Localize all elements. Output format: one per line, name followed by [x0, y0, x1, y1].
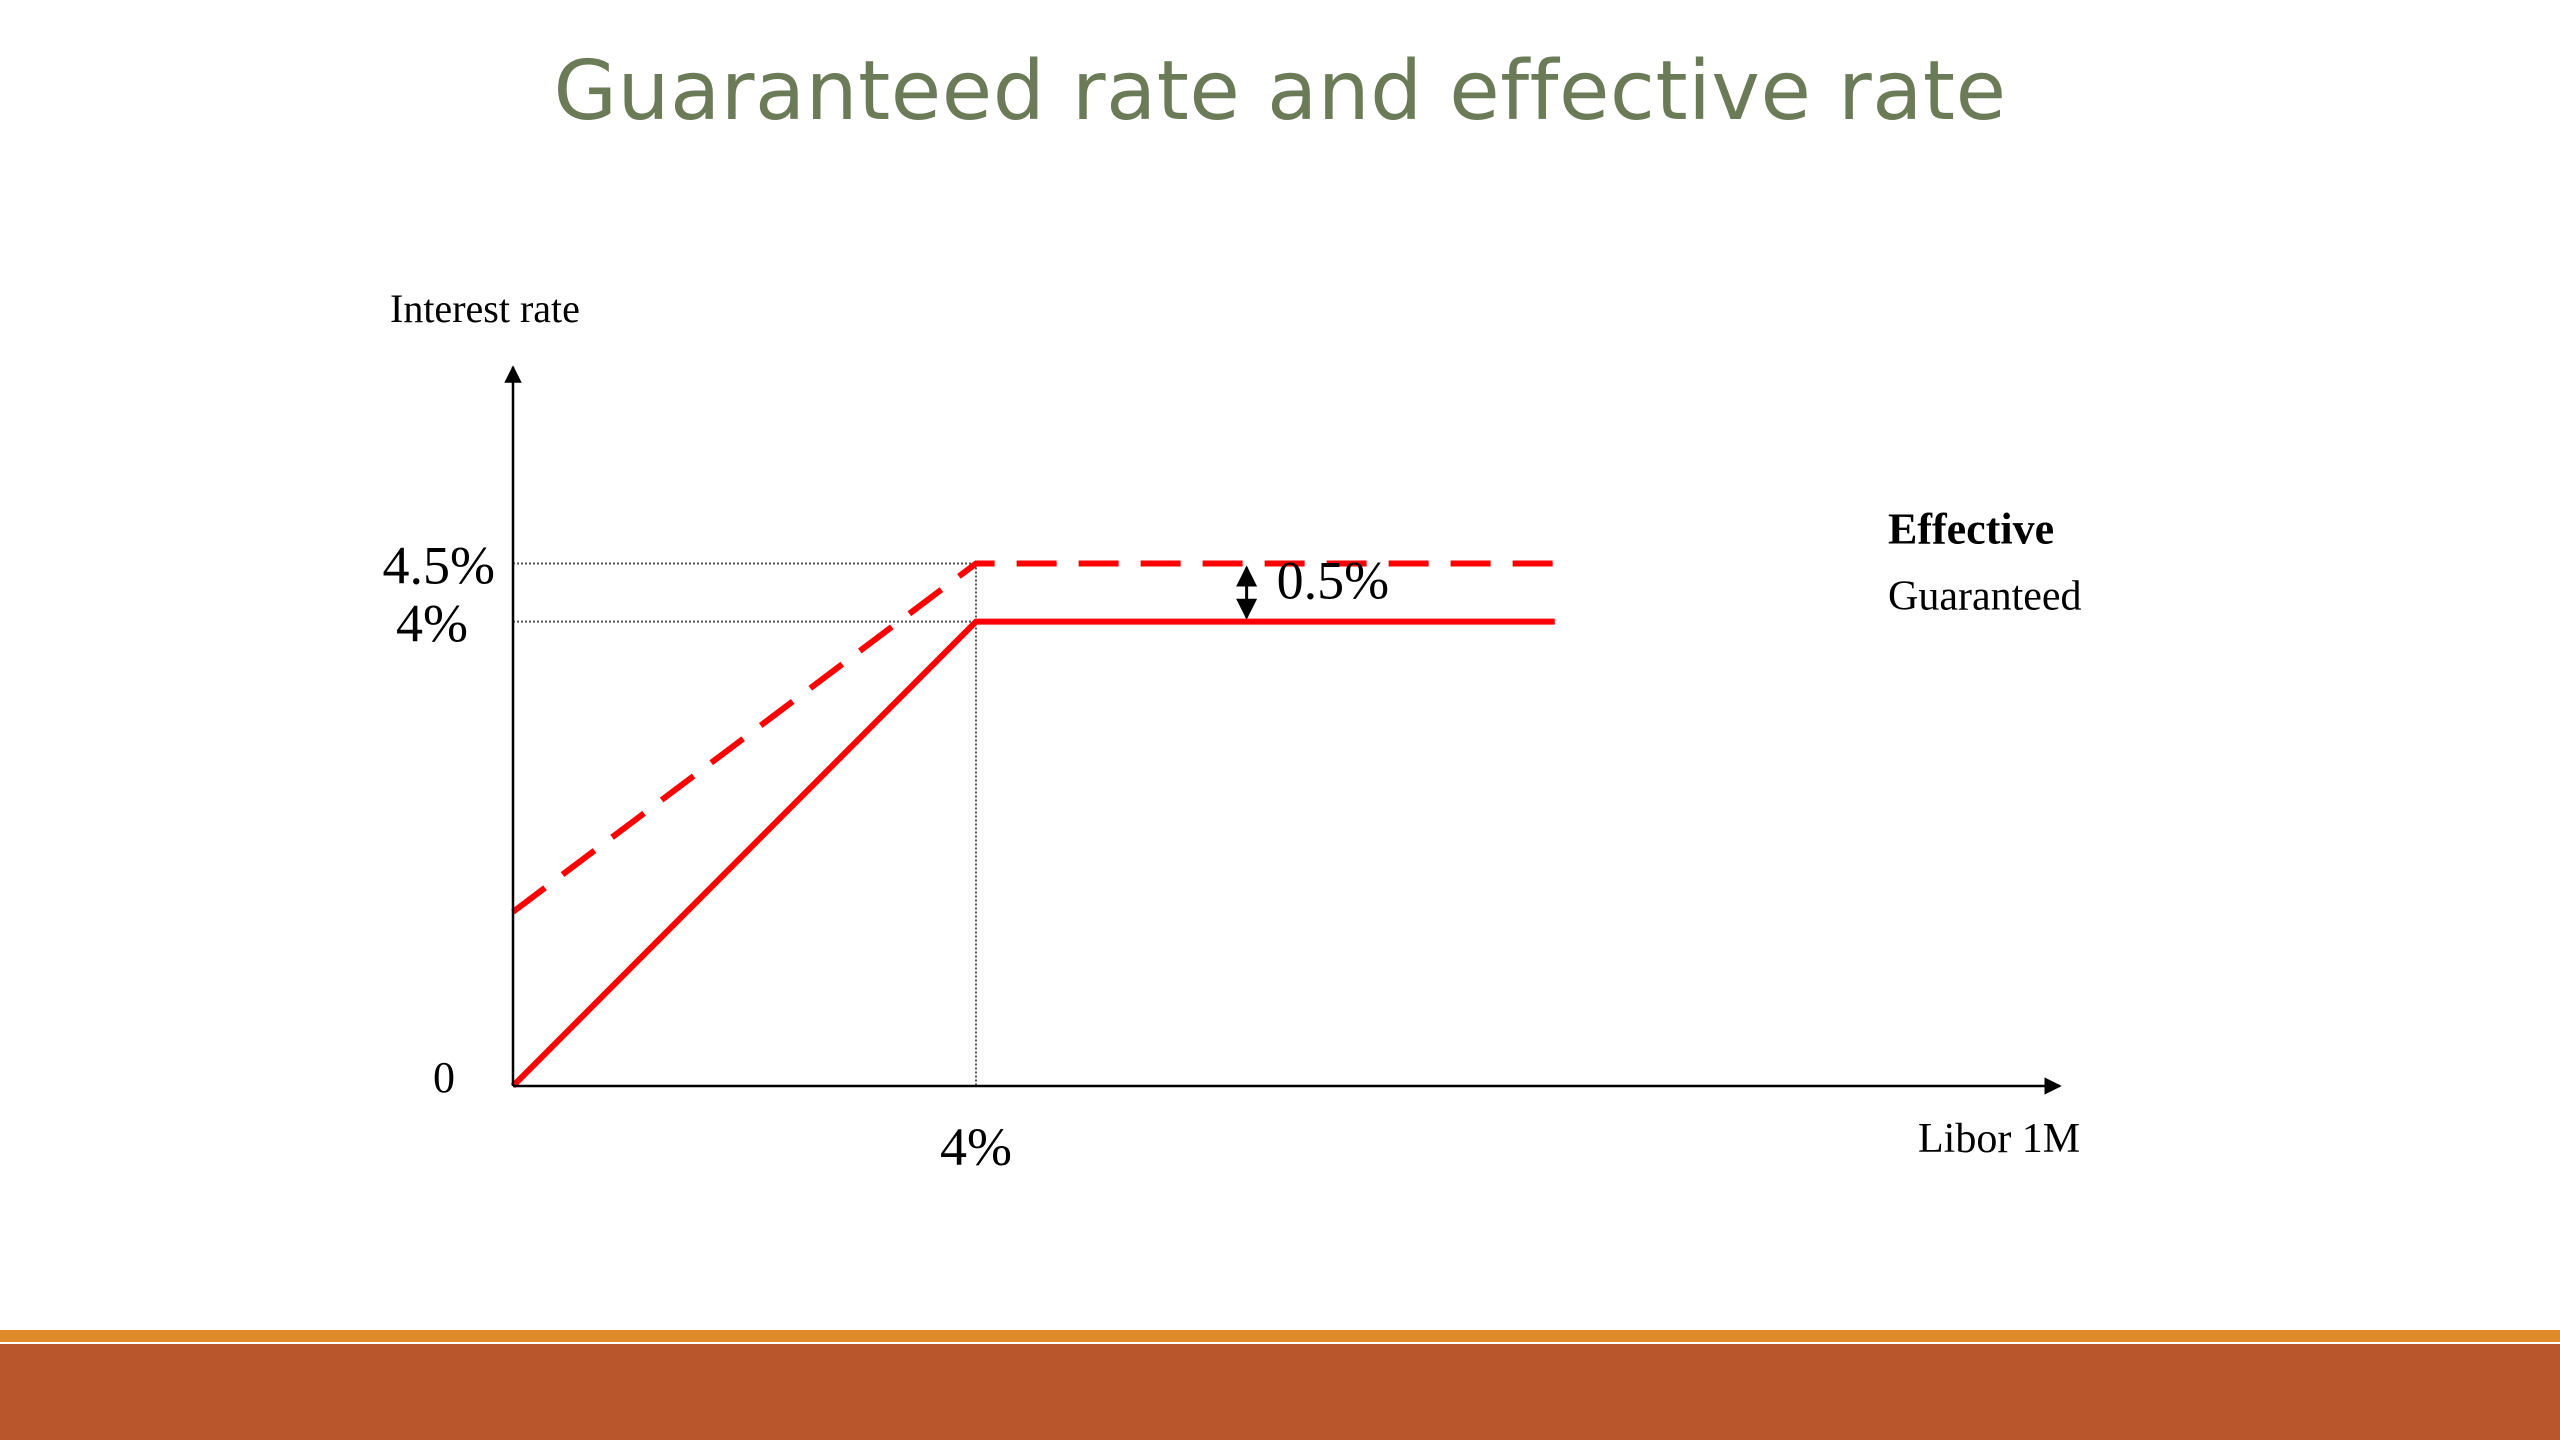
series-guaranteed-line — [510, 618, 1555, 1089]
y-tick-label: 0 — [433, 1053, 455, 1102]
y-tick-label: 4.5% — [383, 536, 495, 596]
series-effective-line — [511, 560, 1555, 915]
footer-bar — [0, 1344, 2560, 1440]
x-axis-label: Libor 1M — [1918, 1116, 2080, 1162]
spread-annotation-label: 0.5% — [1277, 551, 1389, 611]
x-tick-label: 4% — [940, 1117, 1012, 1177]
slide-title: Guaranteed rate and effective rate — [553, 44, 2007, 139]
footer-accent-stripe — [0, 1330, 2560, 1342]
y-tick-label: 4% — [396, 594, 468, 654]
chart: Interest rate Libor 1M 0 4% 4.5% 4% 0.5%… — [383, 286, 2082, 1177]
series-label-effective: Effective — [1888, 505, 2054, 554]
series-label-guaranteed: Guaranteed — [1888, 574, 2082, 620]
y-axis-label: Interest rate — [390, 286, 580, 331]
